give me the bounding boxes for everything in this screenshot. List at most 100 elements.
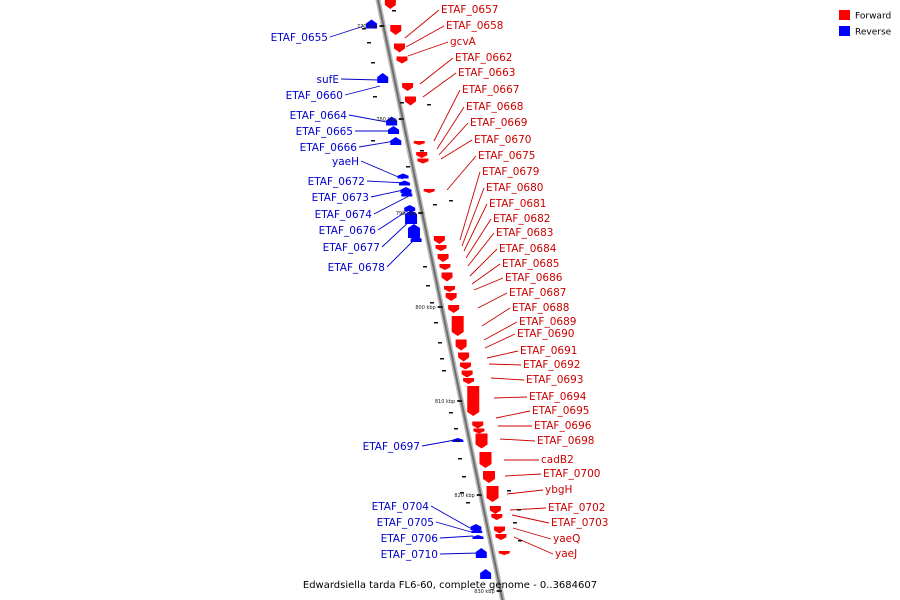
forward-gene-label[interactable]: cadB2	[541, 454, 574, 466]
reverse-gene-label[interactable]: ETAF_0704	[372, 501, 430, 513]
forward-gene[interactable]	[439, 264, 451, 270]
reverse-gene[interactable]	[388, 126, 400, 134]
reverse-gene-label[interactable]: ETAF_0710	[381, 549, 438, 561]
reverse-gene-label[interactable]: ETAF_0676	[319, 225, 377, 237]
forward-gene-label[interactable]: ETAF_0692	[523, 359, 580, 371]
forward-gene[interactable]	[483, 471, 496, 483]
forward-gene-label[interactable]: ETAF_0688	[512, 302, 569, 314]
forward-gene[interactable]	[435, 245, 447, 251]
forward-gene[interactable]	[467, 386, 480, 416]
reverse-gene[interactable]	[472, 535, 484, 539]
forward-gene[interactable]	[444, 286, 456, 292]
forward-gene[interactable]	[404, 96, 416, 106]
forward-gene[interactable]	[494, 526, 506, 534]
reverse-gene[interactable]	[475, 548, 487, 558]
reverse-gene-label[interactable]: ETAF_0664	[290, 110, 348, 122]
reverse-gene[interactable]	[405, 210, 418, 224]
forward-gene-label[interactable]: ETAF_0689	[519, 316, 576, 328]
reverse-gene-label[interactable]: ETAF_0666	[300, 142, 358, 154]
forward-gene-label[interactable]: ETAF_0668	[466, 101, 523, 113]
reverse-gene-label[interactable]: ETAF_0678	[328, 262, 385, 274]
reverse-gene[interactable]	[480, 569, 492, 579]
forward-gene-label[interactable]: ETAF_0658	[446, 20, 503, 32]
forward-gene-label[interactable]: ETAF_0684	[499, 243, 557, 255]
forward-gene-label[interactable]: ETAF_0683	[496, 227, 553, 239]
forward-gene[interactable]	[455, 339, 467, 351]
forward-gene-label[interactable]: ybgH	[545, 484, 572, 496]
forward-gene-label[interactable]: ETAF_0698	[537, 435, 594, 447]
forward-gene-label[interactable]: ETAF_0681	[489, 198, 546, 210]
forward-gene[interactable]	[433, 236, 445, 244]
forward-gene[interactable]	[489, 506, 501, 514]
forward-gene-label[interactable]: ETAF_0680	[486, 182, 543, 194]
reverse-gene-label[interactable]: ETAF_0674	[315, 209, 373, 221]
forward-gene[interactable]	[448, 305, 460, 313]
forward-gene[interactable]	[423, 189, 435, 193]
forward-gene[interactable]	[393, 43, 405, 53]
forward-gene[interactable]	[458, 352, 470, 362]
forward-gene-label[interactable]: ETAF_0696	[534, 420, 592, 432]
reverse-gene-label[interactable]: yaeH	[332, 156, 359, 168]
forward-gene-label[interactable]: ETAF_0657	[441, 4, 498, 16]
forward-gene-label[interactable]: ETAF_0685	[502, 258, 559, 270]
reverse-gene-label[interactable]: ETAF_0673	[312, 192, 369, 204]
reverse-gene-label[interactable]: ETAF_0655	[271, 32, 328, 44]
reverse-gene[interactable]	[399, 180, 411, 186]
forward-gene[interactable]	[479, 452, 492, 468]
reverse-gene[interactable]	[407, 224, 420, 238]
forward-gene-label[interactable]: ETAF_0669	[470, 117, 527, 129]
reverse-gene[interactable]	[397, 173, 409, 179]
reverse-gene-label[interactable]: ETAF_0660	[286, 90, 343, 102]
reverse-gene[interactable]	[400, 187, 412, 193]
forward-gene-label[interactable]: ETAF_0695	[532, 405, 589, 417]
forward-gene-label[interactable]: ETAF_0702	[548, 502, 605, 514]
forward-gene[interactable]	[472, 421, 484, 429]
forward-gene-label[interactable]: ETAF_0670	[474, 134, 531, 146]
forward-gene-label[interactable]: gcvA	[450, 36, 477, 48]
forward-gene-label[interactable]: ETAF_0662	[455, 52, 512, 64]
forward-gene[interactable]	[437, 254, 449, 262]
forward-gene-label[interactable]: yaeJ	[555, 548, 577, 560]
forward-gene[interactable]	[416, 152, 428, 158]
forward-gene-label[interactable]: ETAF_0687	[509, 287, 566, 299]
reverse-gene-label[interactable]: ETAF_0677	[323, 242, 380, 254]
reverse-gene-label[interactable]: ETAF_0706	[381, 533, 439, 545]
reverse-gene[interactable]	[377, 73, 389, 83]
reverse-gene[interactable]	[404, 205, 416, 211]
forward-gene[interactable]	[491, 514, 503, 520]
forward-gene[interactable]	[402, 83, 414, 91]
reverse-gene[interactable]	[390, 137, 402, 145]
forward-gene-label[interactable]: ETAF_0675	[478, 150, 535, 162]
forward-gene-label[interactable]: ETAF_0694	[529, 391, 587, 403]
reverse-gene-label[interactable]: ETAF_0705	[377, 517, 434, 529]
forward-gene[interactable]	[445, 293, 457, 301]
reverse-gene[interactable]	[401, 191, 413, 197]
reverse-gene[interactable]	[366, 19, 378, 29]
forward-gene-label[interactable]: ETAF_0691	[520, 345, 577, 357]
forward-gene[interactable]	[396, 56, 408, 64]
forward-gene-label[interactable]: ETAF_0690	[517, 328, 574, 340]
forward-gene-label[interactable]: ETAF_0682	[493, 213, 550, 225]
forward-gene[interactable]	[417, 158, 429, 164]
forward-gene-label[interactable]: ETAF_0703	[551, 517, 608, 529]
forward-gene[interactable]	[473, 428, 485, 434]
forward-gene[interactable]	[451, 316, 464, 336]
forward-gene[interactable]	[441, 272, 453, 282]
reverse-gene[interactable]	[386, 116, 398, 126]
forward-gene[interactable]	[459, 362, 471, 370]
forward-gene-label[interactable]: ETAF_0679	[482, 166, 539, 178]
reverse-gene-label[interactable]: sufE	[317, 74, 339, 86]
forward-gene[interactable]	[384, 0, 396, 9]
forward-gene[interactable]	[498, 551, 510, 555]
forward-gene-label[interactable]: ETAF_0667	[462, 84, 519, 96]
forward-gene[interactable]	[413, 141, 425, 145]
forward-gene[interactable]	[461, 370, 473, 378]
forward-gene-label[interactable]: yaeQ	[553, 533, 580, 545]
reverse-gene[interactable]	[471, 529, 483, 533]
forward-gene-label[interactable]: ETAF_0700	[543, 468, 600, 480]
forward-gene[interactable]	[475, 433, 488, 449]
forward-gene-label[interactable]: ETAF_0663	[458, 67, 515, 79]
forward-gene-label[interactable]: ETAF_0693	[526, 374, 583, 386]
reverse-gene-label[interactable]: ETAF_0672	[308, 176, 365, 188]
reverse-gene-label[interactable]: ETAF_0697	[363, 441, 420, 453]
